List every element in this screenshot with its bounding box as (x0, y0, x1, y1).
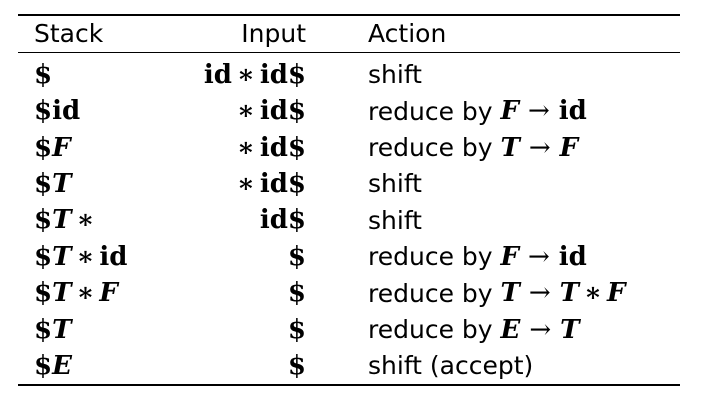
input-cell: id $ (259, 205, 306, 236)
stack-cell: $ T ∗ id (34, 241, 128, 272)
top-rule (18, 14, 680, 16)
table-row: $ id ∗ id $ reduce by F → id (18, 93, 680, 129)
input-cell: $ (287, 350, 306, 381)
header-rule (18, 51, 680, 53)
input-cell: $ (287, 241, 306, 272)
action-cell: shift (368, 169, 422, 199)
stack-cell: $ T (34, 314, 72, 345)
table-row: $ T ∗ F $ reduce by T → T ∗ F (18, 275, 680, 311)
header-input: Input (241, 19, 306, 49)
table-row: $ T ∗ id $ reduce by F → id (18, 239, 680, 275)
stack-cell: $ E (34, 350, 72, 381)
table-row: $ T ∗ id $ shift (18, 166, 680, 202)
input-cell: ∗ id $ (236, 132, 306, 163)
header-row: Stack Input Action (18, 16, 680, 52)
input-cell: $ (287, 314, 306, 345)
stack-cell: $ id (34, 96, 81, 127)
stack-cell: $ T (34, 168, 72, 199)
table-row: $ T $ reduce by E → T (18, 311, 680, 347)
input-cell: $ (287, 278, 306, 309)
action-cell: reduce by T → F (368, 132, 579, 163)
stack-cell: $ T ∗ (34, 205, 95, 236)
header-stack: Stack (34, 19, 104, 49)
table-row: $ E $ shift (accept) (18, 348, 680, 384)
input-cell: id ∗ id $ (203, 59, 306, 90)
action-cell: reduce by E → T (368, 314, 580, 345)
input-cell: ∗ id $ (236, 96, 306, 127)
action-cell: shift (accept) (368, 351, 534, 381)
table-row: $ T ∗ id $ shift (18, 202, 680, 238)
action-cell: reduce by F → id (368, 96, 587, 127)
action-cell: reduce by F → id (368, 241, 587, 272)
table-row: $ F ∗ id $ reduce by T → F (18, 129, 680, 165)
header-action: Action (368, 19, 447, 49)
bottom-rule (18, 384, 680, 386)
input-cell: ∗ id $ (236, 168, 306, 199)
stack-cell: $ T ∗ F (34, 278, 118, 309)
parse-table: Stack Input Action $ id ∗ id $ shift $ id ∗ id $ re… (18, 14, 680, 386)
action-cell: shift (368, 60, 422, 90)
table-body: $ id ∗ id $ shift $ id ∗ id $ reduce by F → id $ F ∗ id $ r… (18, 57, 680, 385)
stack-cell: $ F (34, 132, 71, 163)
action-cell: reduce by T → T ∗ F (368, 278, 626, 309)
action-cell: shift (368, 205, 422, 235)
stack-cell: $ (34, 59, 53, 90)
table-row: $ id ∗ id $ shift (18, 57, 680, 93)
